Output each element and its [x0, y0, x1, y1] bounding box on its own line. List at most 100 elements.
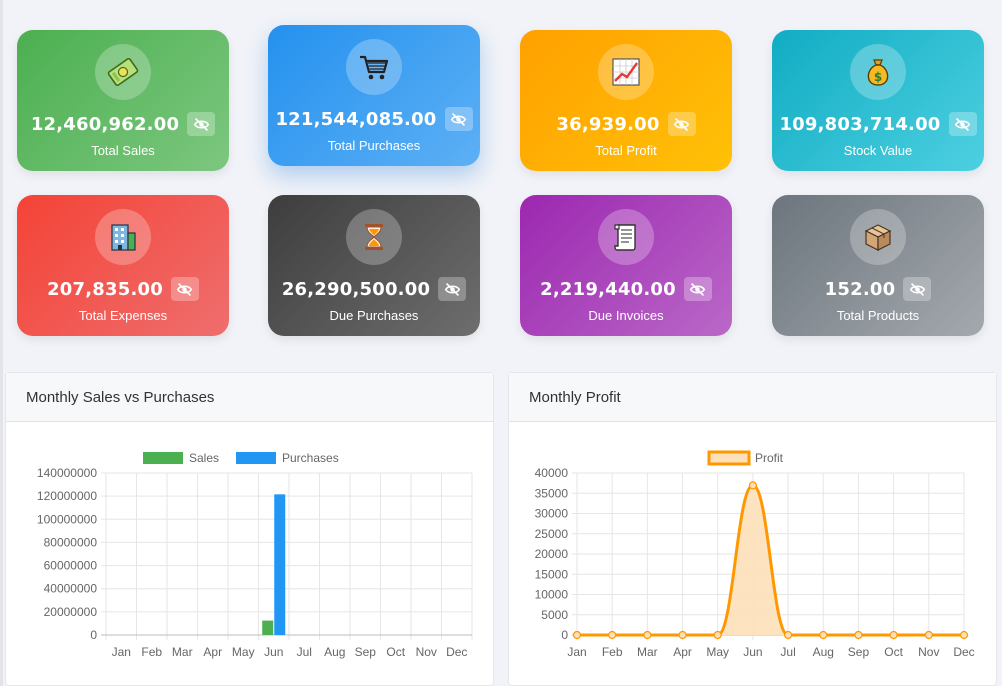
profit-point: [819, 630, 828, 640]
y-tick-label: 15000: [535, 567, 569, 581]
y-tick-label: 100000000: [37, 512, 97, 526]
x-tick-label: Dec: [446, 645, 467, 659]
x-tick-label: Apr: [673, 645, 692, 659]
profit-point: [572, 630, 582, 640]
card-total-expenses[interactable]: 207,835.00 Total Expenses: [17, 195, 229, 336]
chart-up-icon: [598, 44, 654, 100]
x-tick-label: Oct: [884, 645, 903, 659]
profit-point: [643, 630, 652, 640]
legend-label: Profit: [755, 451, 784, 465]
money-icon: [95, 44, 151, 100]
card-value: 121,544,085.00: [275, 108, 437, 130]
profit-point: [959, 630, 969, 640]
cart-icon: [346, 39, 402, 95]
x-tick-label: Nov: [416, 645, 437, 659]
hide-value-icon[interactable]: [444, 107, 473, 131]
card-label: Stock Value: [843, 143, 913, 158]
x-tick-label: Nov: [918, 645, 939, 659]
panel-title: Monthly Profit: [509, 373, 996, 422]
x-tick-label: Feb: [141, 645, 162, 659]
card-total-products[interactable]: 152.00 Total Products: [772, 195, 984, 336]
sales-purchases-panel: Monthly Sales vs Purchases 140000000 1200…: [5, 372, 494, 686]
card-due-invoices[interactable]: 2,219,440.00 Due Invoices: [520, 195, 732, 336]
x-tick-label: Jun: [264, 645, 283, 659]
card-label: Due Purchases: [329, 308, 419, 323]
profit-point: [713, 630, 722, 640]
y-tick-label: 0: [561, 628, 568, 642]
y-tick-label: 120000000: [37, 489, 97, 503]
x-tick-label: Mar: [637, 645, 658, 659]
hourglass-icon: [346, 209, 402, 265]
y-tick-label: 80000000: [44, 535, 98, 549]
y-tick-label: 0: [90, 628, 97, 642]
bar-sales: [262, 620, 274, 635]
profit-point: [748, 481, 758, 490]
x-tick-label: Aug: [324, 645, 345, 659]
x-tick-label: Dec: [953, 645, 974, 659]
legend-swatch: [236, 452, 276, 464]
card-label: Total Purchases: [327, 138, 421, 153]
x-tick-label: May: [232, 645, 255, 659]
card-stock-value[interactable]: $ 109,803,714.00 Stock Value: [772, 30, 984, 171]
card-label: Due Invoices: [588, 308, 664, 323]
y-tick-label: 30000: [535, 507, 569, 521]
x-tick-label: Jan: [112, 645, 131, 659]
package-icon: [850, 209, 906, 265]
card-due-purchases[interactable]: 26,290,500.00 Due Purchases: [268, 195, 480, 336]
x-tick-label: Jul: [297, 645, 312, 659]
scroll-icon: [598, 209, 654, 265]
card-label: Total Expenses: [78, 308, 168, 323]
x-tick-label: Jan: [567, 645, 586, 659]
y-tick-label: 20000000: [44, 605, 98, 619]
x-tick-label: Oct: [386, 645, 405, 659]
sales-purchases-chart: 140000000 120000000 100000000 80000000 60000…: [37, 451, 473, 659]
card-total-profit[interactable]: 36,939.00 Total Profit: [520, 30, 732, 171]
card-total-sales[interactable]: 12,460,962.00 Total Sales: [17, 30, 229, 171]
hide-value-icon[interactable]: [903, 277, 932, 301]
card-value: 26,290,500.00: [281, 278, 431, 300]
y-tick-label: 40000000: [44, 582, 98, 596]
legend-swatch: [707, 450, 751, 466]
panel-title: Monthly Sales vs Purchases: [6, 373, 493, 422]
profit-chart: 40000 35000 30000 25000 20000 15000 10000 5000 0…: [535, 450, 975, 659]
x-tick-label: Jul: [780, 645, 795, 659]
hide-value-icon[interactable]: [170, 277, 199, 301]
card-value: 2,219,440.00: [540, 278, 676, 300]
x-tick-label: May: [706, 645, 729, 659]
x-tick-label: Sep: [355, 645, 377, 659]
svg-text:$: $: [874, 70, 882, 84]
y-tick-label: 140000000: [37, 466, 97, 480]
hide-value-icon[interactable]: [187, 112, 216, 136]
y-tick-label: 40000: [535, 466, 569, 480]
legend-swatch: [143, 452, 183, 464]
x-tick-label: Jun: [743, 645, 762, 659]
y-tick-label: 10000: [535, 588, 569, 602]
x-tick-label: Aug: [813, 645, 834, 659]
card-value: 207,835.00: [47, 278, 163, 300]
hide-value-icon[interactable]: [683, 277, 712, 301]
card-value: 12,460,962.00: [30, 113, 180, 135]
profit-point: [889, 630, 898, 640]
hide-value-icon[interactable]: [667, 112, 696, 136]
card-value: 152.00: [824, 278, 896, 300]
card-value: 109,803,714.00: [779, 113, 941, 135]
profit-point: [678, 630, 687, 640]
y-tick-label: 35000: [535, 486, 569, 500]
card-label: Total Profit: [595, 143, 657, 158]
money-bag-icon: $: [850, 44, 906, 100]
y-tick-label: 5000: [541, 608, 568, 622]
hide-value-icon[interactable]: [948, 112, 977, 136]
hide-value-icon[interactable]: [438, 277, 467, 301]
card-value: 36,939.00: [556, 113, 660, 135]
profit-panel: Monthly Profit 40000 35000 30000 25000 20000…: [508, 372, 997, 686]
x-tick-label: Mar: [172, 645, 193, 659]
profit-point: [924, 630, 933, 640]
profit-point: [608, 630, 617, 640]
profit-point: [783, 630, 793, 640]
legend-label: Sales: [189, 451, 219, 465]
card-total-purchases[interactable]: 121,544,085.00 Total Purchases: [268, 25, 480, 166]
card-label: Total Products: [836, 308, 920, 323]
page-left-edge: [0, 0, 3, 686]
x-tick-label: Feb: [602, 645, 623, 659]
y-tick-label: 20000: [535, 547, 569, 561]
